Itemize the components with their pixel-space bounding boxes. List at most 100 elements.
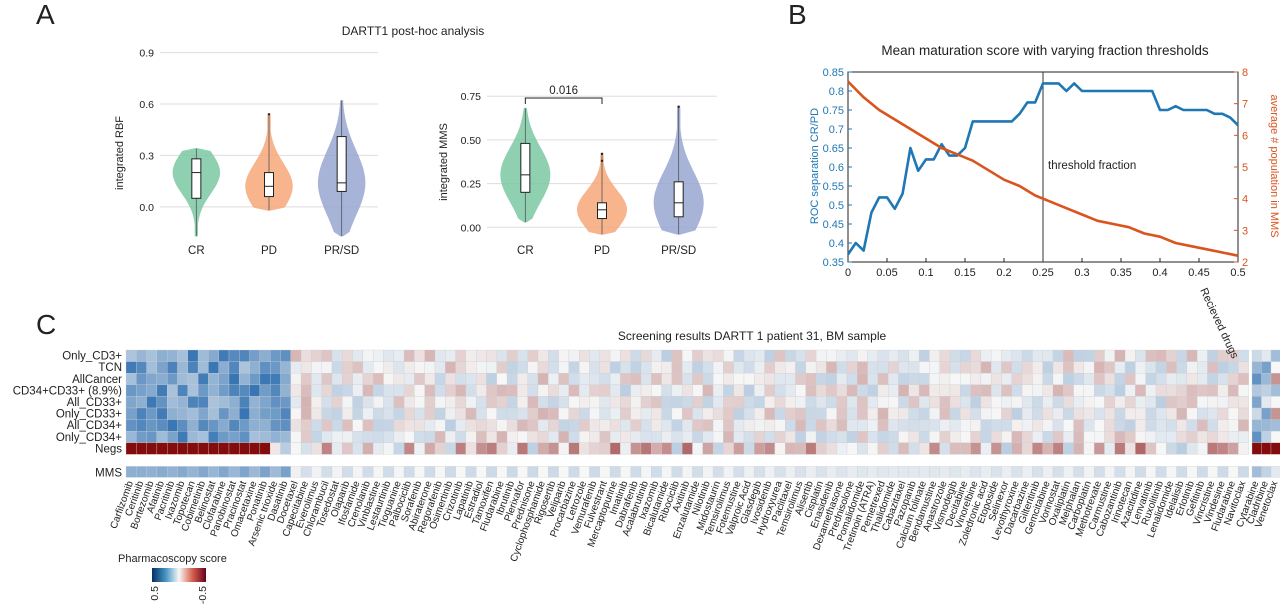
heatmap-cell	[300, 407, 312, 420]
heatmap-cell	[476, 361, 487, 374]
heatmap-cell	[908, 384, 920, 397]
mms-cell	[300, 466, 312, 478]
heatmap-cell	[527, 373, 539, 385]
heatmap-cell	[774, 361, 786, 374]
mms-cell	[640, 466, 652, 478]
heatmap-cell	[527, 431, 539, 443]
heatmap-cell	[795, 407, 806, 420]
p-value-label: 0.016	[549, 85, 578, 97]
heatmap-cell	[136, 431, 147, 443]
mms-cell	[321, 466, 333, 478]
heatmap-cell	[929, 431, 940, 443]
heatmap-cell	[754, 361, 765, 374]
heatmap-cell	[496, 384, 508, 397]
heatmap-cell	[537, 349, 549, 362]
heatmap-cell	[640, 384, 652, 397]
heatmap-row-label: CD34+CD33+ (8.9%)	[13, 385, 122, 397]
heatmap-cell	[888, 396, 899, 409]
mms-cell	[197, 466, 209, 478]
heatmap-cell	[630, 349, 642, 362]
heatmap-cell	[290, 349, 302, 362]
heatmap-cell	[609, 419, 621, 432]
heatmap-cell	[527, 442, 539, 455]
heatmap-cell	[929, 419, 940, 432]
x-tick-label: PR/SD	[661, 245, 696, 257]
heatmap-cell	[197, 361, 209, 374]
heatmap-cell	[568, 384, 580, 397]
received-cell	[1270, 431, 1280, 443]
heatmap-cell	[692, 431, 703, 443]
heatmap-cell	[1227, 384, 1239, 397]
mms-cell	[754, 466, 765, 478]
heatmap-cell	[1114, 384, 1126, 397]
heatmap-cell	[1063, 419, 1074, 432]
heatmap-cell	[733, 373, 745, 385]
heatmap-cell	[918, 407, 930, 420]
heatmap-cell	[918, 431, 930, 443]
x-tick-label: 0.5	[1230, 267, 1245, 279]
heatmap-cell	[908, 442, 920, 455]
heatmap-cell	[692, 442, 703, 455]
mms-cell	[599, 466, 611, 478]
heatmap-cell	[362, 349, 374, 362]
heatmap-cell	[383, 442, 394, 455]
heatmap-cell	[393, 396, 405, 409]
heatmap-cell	[620, 361, 631, 374]
heatmap-cell	[785, 407, 796, 420]
heatmap-cell	[805, 349, 817, 362]
heatmap-cell	[1001, 407, 1012, 420]
y-right-tick-label: 2	[1242, 257, 1248, 269]
heatmap-cell	[630, 373, 642, 385]
heatmap-cell	[259, 419, 271, 432]
heatmap-cell	[1083, 384, 1095, 397]
heatmap-cell	[506, 361, 518, 374]
heatmap-cell	[1135, 361, 1146, 374]
heatmap-cell	[1176, 419, 1188, 432]
heatmap-cell	[651, 349, 662, 362]
heatmap-cell	[290, 396, 302, 409]
mms-cell	[527, 466, 539, 478]
mms-cell	[671, 466, 683, 478]
heatmap-cell	[177, 431, 188, 443]
heatmap-cell	[949, 349, 961, 362]
heatmap-cell	[867, 349, 879, 362]
heatmap-cell	[465, 373, 477, 385]
heatmap-cell	[136, 361, 147, 374]
mms-cell	[270, 466, 281, 478]
heatmap-cell	[1032, 407, 1043, 420]
heatmap-cell	[651, 361, 662, 374]
line-right-ylabel: average # population in MMS	[1268, 94, 1280, 237]
heatmap-cell	[599, 442, 611, 455]
heatmap-cell	[682, 396, 693, 409]
heatmap-cell	[167, 442, 178, 455]
heatmap-cell	[1155, 384, 1167, 397]
heatmap-cell	[321, 431, 333, 443]
y-tick-label: 0.3	[139, 150, 154, 162]
outlier-point	[600, 152, 604, 156]
heatmap-cell	[300, 361, 312, 374]
heatmap-cell	[1052, 442, 1064, 455]
heatmap-cell	[970, 419, 982, 432]
heatmap-cell	[517, 442, 528, 455]
heatmap-cell	[980, 373, 992, 385]
heatmap-cell	[414, 431, 425, 443]
x-tick-label: PD	[261, 245, 277, 257]
heatmap-cell	[970, 442, 982, 455]
heatmap-cell	[702, 384, 714, 397]
heatmap-cell	[486, 349, 497, 362]
heatmap-cell	[589, 407, 600, 420]
heatmap-cell	[342, 431, 353, 443]
heatmap-cell	[177, 349, 188, 362]
heatmap-cell	[1094, 431, 1105, 443]
heatmap-cell	[146, 361, 158, 374]
heatmap-cell	[609, 442, 621, 455]
y-left-tick-label: 0.6	[829, 162, 844, 174]
heatmap-cell	[1217, 384, 1229, 397]
heatmap-cell	[208, 361, 219, 374]
heatmap-cell	[898, 349, 909, 362]
heatmap-cell	[403, 431, 415, 443]
heatmap-cell	[393, 431, 405, 443]
heatmap-cell	[1124, 361, 1136, 374]
heatmap-cell	[1166, 407, 1177, 420]
heatmap-cell	[476, 419, 487, 432]
